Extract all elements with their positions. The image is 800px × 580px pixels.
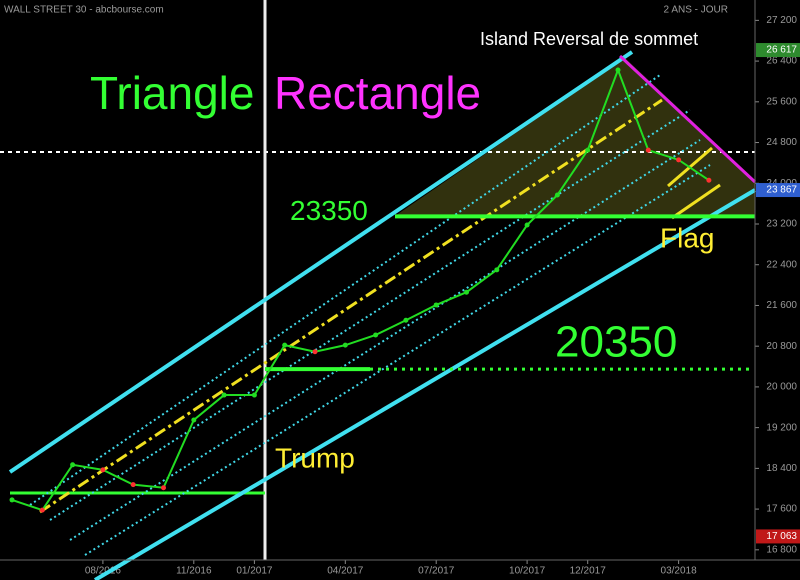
annotation-flag: Flag — [660, 222, 714, 253]
triangle-top — [618, 54, 757, 184]
channel-bottom — [93, 188, 757, 580]
price-point — [39, 507, 45, 513]
level-label: 20350 — [555, 318, 677, 367]
x-tick-label: 01/2017 — [236, 566, 273, 577]
period: 2 ANS - JOUR — [664, 5, 728, 16]
price-line — [11, 67, 710, 512]
annotation-trump: Trump — [275, 442, 355, 473]
y-tick-label: 22 400 — [766, 259, 797, 270]
y-tick-label: 19 200 — [766, 422, 797, 433]
price-point — [676, 157, 682, 163]
price-point — [312, 349, 318, 355]
price-point — [282, 342, 288, 348]
price-marker-label: 23 867 — [766, 185, 797, 196]
y-tick-label: 17 600 — [766, 504, 797, 515]
price-point — [464, 289, 469, 295]
x-tick-label: 07/2017 — [418, 566, 455, 577]
level-label: 23350 — [290, 195, 368, 226]
y-tick-label: 21 600 — [766, 300, 797, 311]
price-point — [342, 342, 348, 348]
annotation-triangle: Triangle — [90, 67, 254, 119]
axes: 16 800 17 600 18 400 19 200 20 000 20 800 21 6… — [85, 15, 800, 577]
price-point — [100, 467, 106, 473]
plot — [9, 67, 712, 513]
price-point — [251, 392, 257, 398]
y-tick-label: 18 400 — [766, 463, 797, 474]
price-point — [433, 302, 439, 308]
y-tick-label: 16 800 — [766, 544, 797, 555]
price-point — [9, 497, 15, 503]
annotation-island: Island Reversal de sommet — [480, 29, 698, 49]
channel-median — [39, 98, 663, 514]
annotation-rectangle: Rectangle — [274, 67, 481, 119]
price-point — [645, 147, 651, 153]
channel-top — [8, 50, 634, 474]
x-tick-label: 11/2016 — [176, 566, 212, 577]
price-marker — [756, 183, 800, 198]
price-point — [161, 485, 166, 491]
x-tick-label: 10/2017 — [509, 566, 546, 577]
price-point — [524, 222, 530, 228]
levels: 23350 20350 — [265, 195, 755, 372]
y-tick-label: 26 400 — [766, 56, 797, 67]
header: WALL STREET 30 - abcbourse.com — [4, 5, 164, 16]
flag-bottom — [671, 183, 721, 220]
price-marker — [756, 43, 800, 58]
price-point — [494, 267, 500, 273]
y-tick-label: 20 000 — [766, 382, 797, 393]
y-tick-label: 23 200 — [766, 219, 797, 230]
y-tick-label: 27 200 — [766, 15, 797, 26]
price-point — [130, 482, 136, 488]
channel-dotted — [29, 74, 711, 556]
price-marker — [756, 529, 800, 544]
x-tick-label: 04/2017 — [327, 566, 364, 577]
price-marker-label: 17 063 — [766, 531, 797, 542]
price-point — [706, 177, 712, 183]
x-tick-label: 03/2018 — [661, 566, 698, 577]
x-tick-label: 12/2017 — [570, 566, 607, 577]
price-point — [221, 392, 227, 398]
price-point — [403, 317, 409, 323]
price-point — [615, 67, 621, 73]
y-tick-label: 25 600 — [766, 96, 797, 107]
price-marker-label: 26 617 — [766, 45, 797, 56]
y-tick-label: 24 800 — [766, 137, 797, 148]
y-tick-label: 20 800 — [766, 341, 797, 352]
price-point — [373, 332, 379, 338]
price-point — [70, 462, 76, 468]
price-point — [554, 192, 560, 198]
price-point — [191, 417, 197, 423]
price-point — [585, 147, 591, 153]
x-tick-label: 08/2016 — [85, 566, 122, 577]
